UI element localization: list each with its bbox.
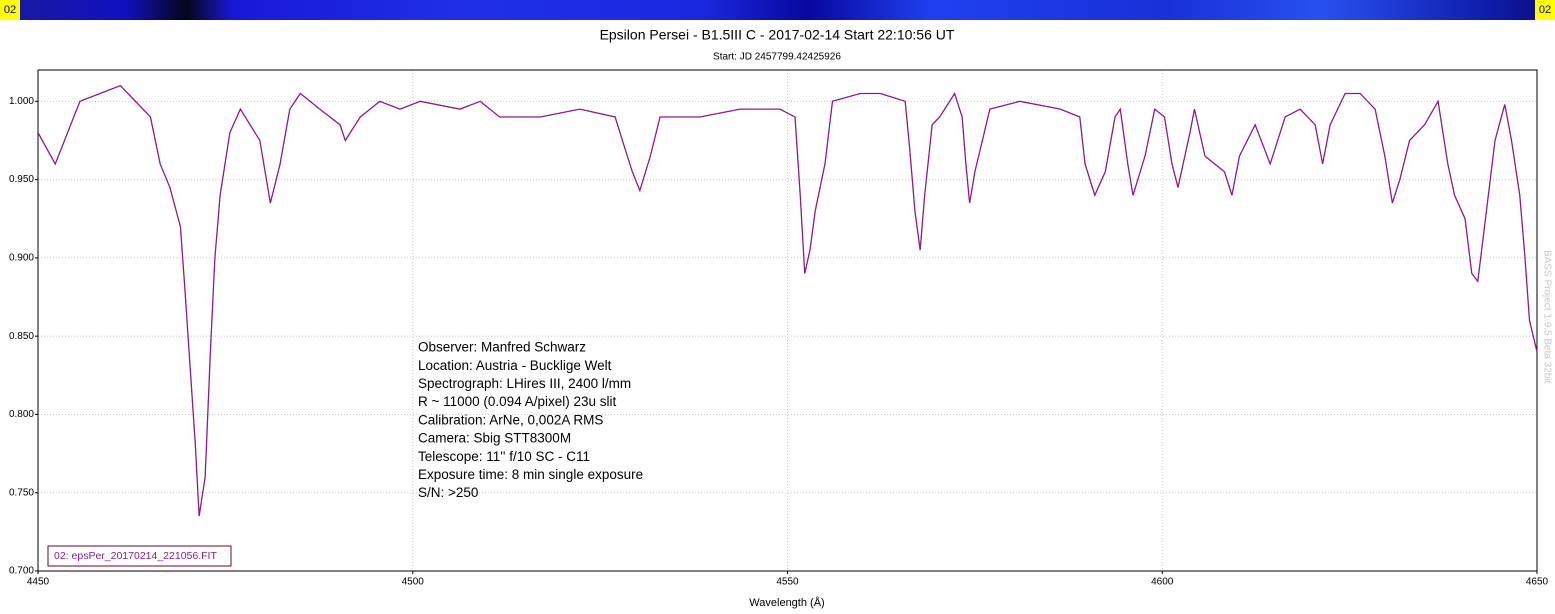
- y-tick-label: 0.750: [9, 487, 34, 498]
- watermark: BASS Project 1.9.5 Beta 32bit: [1541, 250, 1552, 384]
- channel-label: 02: [4, 4, 16, 16]
- annotation: S/N: >250: [418, 485, 478, 500]
- y-tick-label: 0.900: [9, 253, 34, 264]
- channel-badge: [0, 0, 20, 20]
- annotation: R ~ 11000 (0.094 A/pixel) 23u slit: [418, 394, 616, 409]
- legend-label: 02: epsPer_20170214_221056.FIT: [54, 550, 217, 562]
- y-tick-label: 0.850: [9, 331, 34, 342]
- legend-box: [47, 545, 232, 567]
- annotation: Exposure time: 8 min single exposure: [418, 467, 643, 482]
- x-tick-label: 4650: [1526, 577, 1549, 588]
- plot-frame: [37, 69, 1538, 572]
- annotation: Spectrograph: LHires III, 2400 l/mm: [418, 376, 631, 391]
- y-tick-label: 0.800: [9, 409, 34, 420]
- annotation: Calibration: ArNe, 0,002A RMS: [418, 412, 603, 427]
- spectrum-strip: [0, 0, 1555, 20]
- chart-subtitle: Start: JD 2457799.42425926: [713, 52, 841, 63]
- annotation: Location: Austria - Bucklige Welt: [418, 358, 612, 373]
- x-tick-label: 4600: [1151, 577, 1174, 588]
- x-tick-label: 4450: [27, 577, 50, 588]
- chart-title: Epsilon Persei - B1.5III C - 2017-02-14 …: [600, 27, 955, 43]
- spectrum-line: [37, 84, 1538, 517]
- x-axis-label: Wavelength (Å): [749, 596, 824, 609]
- y-tick-label: 0.950: [9, 174, 34, 185]
- x-tick-label: 4550: [776, 577, 799, 588]
- channel-label: 02: [1539, 4, 1551, 16]
- channel-badge: [1535, 0, 1555, 20]
- annotation: Observer: Manfred Schwarz: [418, 340, 586, 355]
- y-tick-label: 0.700: [9, 566, 34, 577]
- annotation: Camera: Sbig STT8300M: [418, 431, 571, 446]
- annotation: Telescope: 11'' f/10 SC - C11: [418, 449, 590, 464]
- x-tick-label: 4500: [402, 577, 425, 588]
- y-tick-label: 1.000: [9, 96, 34, 107]
